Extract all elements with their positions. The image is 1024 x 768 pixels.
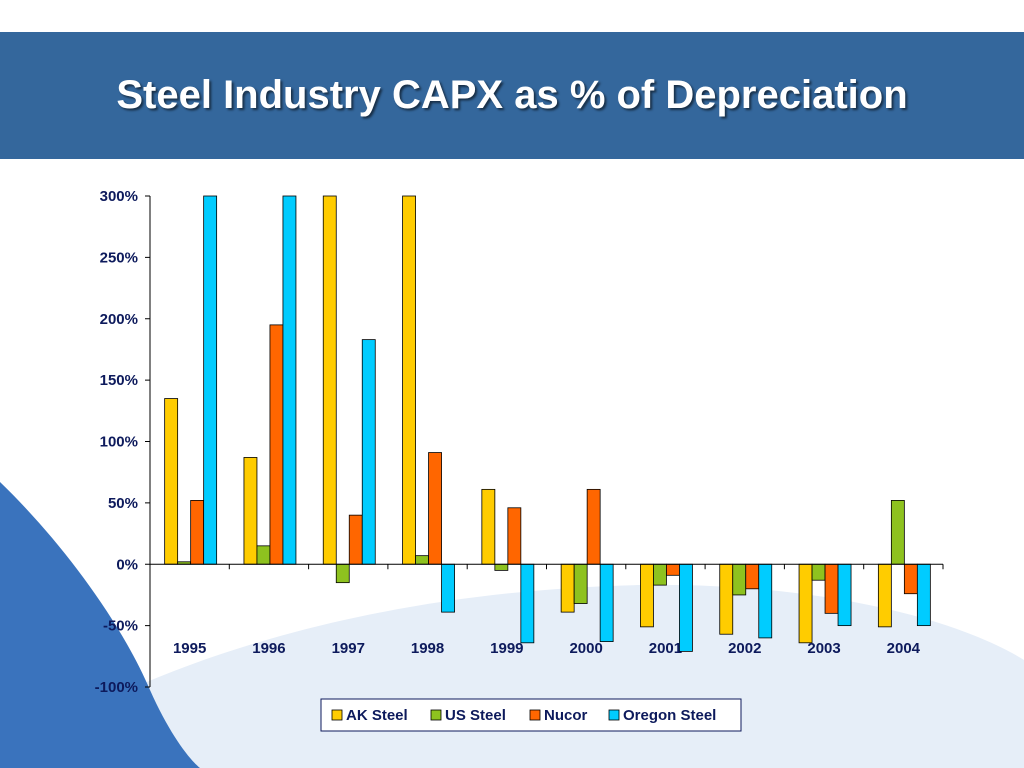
legend-label: US Steel [445, 707, 506, 724]
x-tick-label: 2004 [887, 640, 921, 657]
y-tick-label: 150% [100, 372, 138, 389]
bar-oregon-steel-1995 [203, 195, 218, 565]
bar-ak-steel-1997 [322, 195, 337, 565]
y-tick-label: 50% [108, 495, 138, 512]
bar-oregon-steel-2000 [599, 563, 614, 642]
bar-us-steel-2002 [732, 563, 747, 596]
legend-swatch [529, 709, 541, 721]
x-tick-label: 1996 [252, 640, 285, 657]
bar-us-steel-1999 [494, 563, 509, 571]
bar-nucor-1997 [348, 514, 363, 565]
bar-us-steel-2001 [653, 563, 667, 586]
y-tick-label: 200% [100, 311, 138, 328]
bar-oregon-steel-2001 [679, 563, 693, 652]
x-tick-label: 2003 [807, 640, 840, 657]
bar-nucor-2002 [745, 563, 760, 590]
bar-ak-steel-2002 [719, 563, 734, 635]
bar-us-steel-1996 [256, 545, 271, 565]
bar-ak-steel-1999 [481, 488, 496, 565]
x-tick-label: 1997 [332, 640, 365, 657]
bar-oregon-steel-1998 [441, 563, 455, 613]
bar-oregon-steel-1996 [282, 195, 297, 565]
legend-swatch [331, 709, 343, 721]
x-tick-label: 1999 [490, 640, 523, 657]
bar-nucor-2000 [586, 488, 601, 565]
legend-label: AK Steel [346, 707, 408, 724]
bar-us-steel-1997 [335, 563, 350, 584]
bar-nucor-1998 [428, 452, 442, 565]
y-tick-label: -100% [95, 679, 138, 696]
x-tick-label: 2000 [569, 640, 602, 657]
legend-swatch [608, 709, 620, 721]
x-tick-label: 2002 [728, 640, 761, 657]
bar-nucor-1995 [190, 500, 205, 565]
y-tick-label: 0% [116, 556, 138, 573]
x-tick-label: 2001 [649, 640, 682, 657]
y-tick-label: 100% [100, 434, 138, 451]
legend-swatch [430, 709, 442, 721]
y-tick-label: -50% [103, 618, 138, 635]
bar-us-steel-2003 [811, 563, 826, 581]
bar-ak-steel-1995 [164, 398, 179, 565]
legend-label: Nucor [544, 707, 588, 724]
bar-nucor-1999 [507, 507, 522, 565]
bar-oregon-steel-1997 [361, 339, 376, 565]
bar-ak-steel-1998 [402, 195, 416, 565]
title-bar [0, 32, 1024, 159]
x-tick-label: 1998 [411, 640, 444, 657]
bar-nucor-1996 [269, 324, 284, 565]
bar-oregon-steel-2004 [916, 563, 931, 627]
bar-nucor-2003 [824, 563, 839, 614]
y-axis: 300% 250% 200% 150% 100% 50% 0% -50% -100% [95, 188, 151, 696]
bar-ak-steel-1996 [243, 457, 258, 565]
legend-label: Oregon Steel [623, 707, 716, 724]
bar-nucor-2004 [903, 563, 918, 595]
bar-us-steel-2004 [890, 500, 905, 565]
bar-ak-steel-2001 [640, 563, 654, 628]
bars [164, 195, 931, 652]
background-swoosh-blue [0, 482, 200, 768]
bar-us-steel-2000 [573, 563, 588, 604]
bar-ak-steel-2004 [877, 563, 892, 628]
bar-ak-steel-2000 [560, 563, 575, 613]
bar-oregon-steel-1999 [520, 563, 535, 644]
bar-oregon-steel-2002 [758, 563, 773, 639]
slide-title: Steel Industry CAPX as % of Depreciation [116, 73, 908, 117]
legend: AK Steel US Steel Nucor Oregon Steel [320, 698, 742, 732]
y-tick-label: 250% [100, 249, 138, 266]
bar-nucor-2001 [666, 563, 680, 576]
x-tick-label: 1995 [173, 640, 206, 657]
y-tick-label: 300% [100, 188, 138, 205]
bar-us-steel-1998 [415, 555, 429, 565]
bar-ak-steel-2003 [798, 563, 813, 644]
x-axis: 1995 1996 1997 1998 1999 2000 2001 2002 2003 2004 [149, 563, 944, 657]
bar-oregon-steel-2003 [837, 563, 852, 627]
